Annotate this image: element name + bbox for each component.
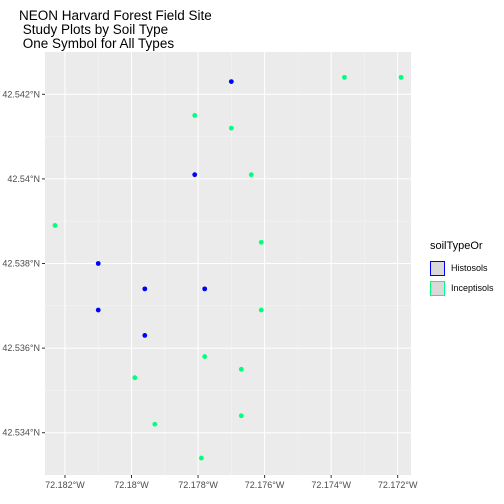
point-histosols — [142, 333, 148, 338]
x-tick-label: 72.176°W — [245, 480, 285, 490]
y-tick-label: 42.534°N — [2, 428, 40, 438]
point-histosols — [228, 79, 234, 85]
x-tick-label: 72.182°W — [45, 480, 85, 490]
point-inceptisols — [132, 375, 138, 381]
data-points — [52, 74, 404, 461]
y-tick-label: 42.54°N — [7, 174, 40, 184]
point-inceptisols — [52, 223, 58, 228]
point-inceptisols — [258, 307, 264, 313]
legend-key-inceptisols — [430, 280, 445, 296]
point-histosols — [95, 261, 101, 266]
y-tick-label: 42.536°N — [2, 343, 40, 353]
legend-item-histosols: Histosols — [430, 258, 494, 278]
point-inceptisols — [238, 413, 244, 419]
grid-lines — [45, 52, 411, 475]
legend-item-inceptisols: Inceptisols — [430, 278, 494, 298]
point-inceptisols — [228, 125, 234, 131]
legend-label-histosols: Histosols — [451, 263, 488, 273]
point-inceptisols — [238, 366, 244, 372]
axis-ticks: 72.182°W 72.18°W 72.178°W 72.176°W 72.174°W 7… — [2, 89, 418, 490]
point-inceptisols — [398, 74, 404, 80]
x-tick-label: 72.178°W — [178, 480, 218, 490]
x-tick-label: 72.18°W — [114, 480, 149, 490]
x-tick-label: 72.174°W — [311, 480, 351, 490]
point-inceptisols — [342, 74, 347, 80]
point-inceptisols — [258, 239, 264, 245]
chart-title: NEON Harvard Forest Field Site Study Plo… — [19, 8, 212, 51]
legend: soilTypeOr Histosols Inceptisols — [430, 240, 494, 298]
point-inceptisols — [202, 354, 208, 359]
point-histosols — [192, 172, 198, 178]
legend-title: soilTypeOr — [430, 240, 483, 252]
point-histosols — [142, 286, 148, 292]
x-tick-label: 72.172°W — [378, 480, 418, 490]
point-inceptisols — [248, 172, 254, 178]
point-histosols — [202, 286, 208, 292]
legend-label-inceptisols: Inceptisols — [451, 283, 494, 293]
y-tick-label: 42.538°N — [2, 259, 40, 269]
point-inceptisols — [198, 455, 204, 461]
legend-key-histosols — [430, 260, 445, 276]
y-tick-label: 42.542°N — [2, 89, 40, 99]
point-histosols — [95, 307, 101, 313]
point-inceptisols — [152, 421, 158, 427]
point-inceptisols — [192, 113, 198, 118]
